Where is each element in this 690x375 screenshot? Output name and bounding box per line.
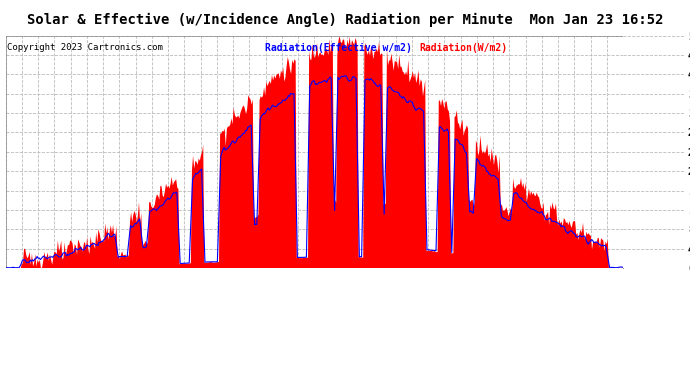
Text: Copyright 2023 Cartronics.com: Copyright 2023 Cartronics.com bbox=[7, 43, 163, 52]
Text: Radiation(Effective w/m2): Radiation(Effective w/m2) bbox=[265, 43, 412, 52]
Text: Radiation(W/m2): Radiation(W/m2) bbox=[420, 43, 507, 52]
Text: Solar & Effective (w/Incidence Angle) Radiation per Minute  Mon Jan 23 16:52: Solar & Effective (w/Incidence Angle) Ra… bbox=[27, 13, 663, 27]
